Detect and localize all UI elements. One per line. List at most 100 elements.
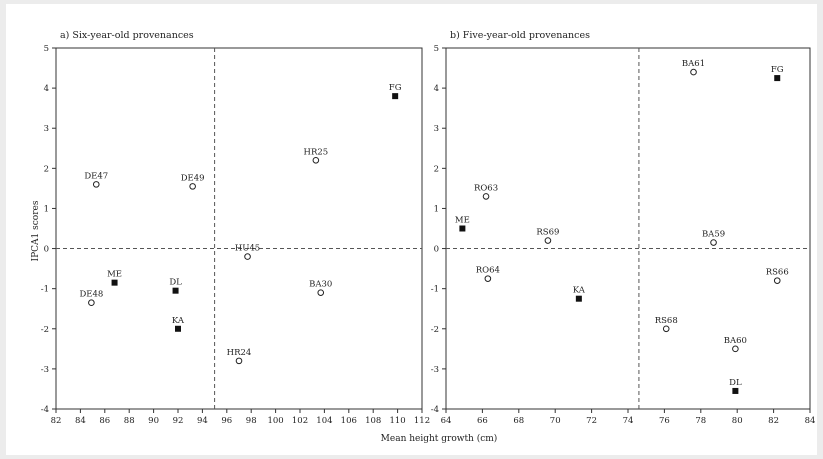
panel-b-point-label: FG bbox=[771, 65, 784, 75]
panel-b-title: b) Five-year-old provenances bbox=[450, 30, 590, 41]
panel-b-point-label: ME bbox=[455, 216, 470, 226]
panel-b-point-fg bbox=[774, 75, 781, 82]
panel-b-x-tick-label: 72 bbox=[586, 416, 597, 426]
panel-a-x-tick-label: 94 bbox=[197, 416, 208, 426]
panel-b-y-tick-label: -2 bbox=[431, 325, 439, 335]
panel-a-x-tick-label: 96 bbox=[221, 416, 232, 426]
figure-canvas: IPCA1 scores Mean height growth (cm) a) … bbox=[6, 4, 817, 455]
panel-b-point-label: RS66 bbox=[766, 268, 789, 278]
panel-a-x-tick-label: 108 bbox=[365, 416, 381, 426]
panel-b-point-ba61 bbox=[690, 68, 697, 76]
panel-a-x-tick-label: 88 bbox=[124, 416, 135, 426]
panel-a-point-label: HR24 bbox=[227, 348, 252, 358]
panel-b-x-tick-label: 74 bbox=[623, 416, 634, 426]
panel-a-x-tick-label: 100 bbox=[267, 416, 283, 426]
panel-a-x-tick-label: 92 bbox=[173, 416, 184, 426]
panel-a-point-label: FG bbox=[389, 83, 402, 93]
panel-b-y-tick-label: 0 bbox=[434, 245, 439, 255]
panel-b-point-label: BA60 bbox=[724, 336, 747, 346]
panel-a-x-tick-label: 90 bbox=[148, 416, 159, 426]
panel-b-point-ro64 bbox=[484, 275, 492, 282]
panel-b-y-tick-label: -1 bbox=[431, 285, 439, 295]
panel-b-point-rs68 bbox=[662, 325, 670, 333]
panel-b-x-tick-label: 84 bbox=[805, 416, 816, 426]
panel-a-y-tick-label: -3 bbox=[41, 365, 49, 375]
panel-b-y-tick-label: -3 bbox=[431, 365, 439, 375]
panel-a-y-tick-label: 0 bbox=[44, 245, 49, 255]
panel-a-point-ba30 bbox=[317, 289, 325, 296]
panel-a-point-me bbox=[111, 279, 118, 286]
panel-b-x-tick-label: 78 bbox=[695, 416, 706, 426]
panel-b-point-rs69 bbox=[544, 237, 552, 244]
panel-a-point-label: HU45 bbox=[235, 244, 260, 254]
panel-a-point-label: DE49 bbox=[181, 173, 205, 183]
panel-b-x-tick-label: 64 bbox=[441, 416, 452, 426]
panel-a-point-label: DL bbox=[169, 278, 182, 288]
panel-a-point-fg bbox=[392, 93, 399, 100]
panel-b-y-tick-label: 4 bbox=[434, 84, 439, 94]
panel-b-point-label: RS69 bbox=[536, 228, 559, 238]
panel-a-y-tick-label: 1 bbox=[44, 204, 49, 214]
panel-a-x-tick-label: 86 bbox=[99, 416, 110, 426]
panel-b-x-tick-label: 80 bbox=[732, 416, 743, 426]
panel-a-x-tick-label: 106 bbox=[341, 416, 357, 426]
panel-b-plot-area bbox=[445, 47, 811, 410]
panel-a-point-dl bbox=[172, 287, 179, 294]
panel-b-point-label: RO64 bbox=[476, 266, 500, 276]
panel-a-point-label: KA bbox=[172, 316, 185, 326]
panel-b-point-label: KA bbox=[573, 286, 586, 296]
panel-b-point-ba60 bbox=[732, 345, 739, 353]
panel-a-point-label: BA30 bbox=[309, 280, 332, 290]
panel-a-point-label: DE47 bbox=[84, 171, 108, 181]
panel-a-plot-area bbox=[55, 47, 423, 410]
panel-b-point-dl bbox=[732, 387, 739, 394]
panel-b-x-tick-label: 66 bbox=[477, 416, 488, 426]
panel-a-y-tick-label: 4 bbox=[44, 84, 49, 94]
panel-b-point-label: RO63 bbox=[474, 183, 498, 193]
panel-a-y-tick-label: -2 bbox=[41, 325, 49, 335]
panel-a-x-tick-label: 82 bbox=[51, 416, 62, 426]
panel-b-point-label: RS68 bbox=[655, 316, 678, 326]
panel-a-x-tick-label: 102 bbox=[292, 416, 308, 426]
panel-b-y-tick-label: 3 bbox=[434, 124, 439, 134]
panel-a-y-tick-label: -4 bbox=[41, 405, 49, 415]
panel-a-x-tick-label: 110 bbox=[389, 416, 405, 426]
panel-a-y-tick-label: 2 bbox=[44, 164, 49, 174]
panel-b-x-tick-label: 68 bbox=[513, 416, 524, 426]
panel-a-point-label: ME bbox=[107, 270, 122, 280]
panel-b-point-ka bbox=[575, 295, 582, 302]
x-axis-label: Mean height growth (cm) bbox=[381, 433, 498, 444]
panel-b-point-label: DL bbox=[729, 378, 742, 388]
panel-b-point-label: BA59 bbox=[702, 230, 725, 240]
panel-b-x-tick-label: 82 bbox=[768, 416, 779, 426]
panel-a-x-tick-label: 112 bbox=[414, 416, 430, 426]
panel-a-point-de49 bbox=[189, 183, 196, 190]
panel-b-y-tick-label: 2 bbox=[434, 164, 439, 174]
panel-b-x-tick-label: 70 bbox=[550, 416, 561, 426]
panel-a-point-label: HR25 bbox=[304, 147, 329, 157]
panel-a-point-label: DE48 bbox=[79, 290, 103, 300]
panel-a-point-hr24 bbox=[235, 357, 243, 365]
panel-a-point-de47 bbox=[92, 181, 100, 188]
panel-a-title: a) Six-year-old provenances bbox=[60, 30, 194, 41]
panel-a-x-tick-label: 98 bbox=[246, 416, 257, 426]
panel-a-y-tick-label: -1 bbox=[41, 285, 49, 295]
panel-b-point-me bbox=[459, 225, 466, 232]
panel-a-point-ka bbox=[175, 325, 181, 332]
panel-b-y-tick-label: 1 bbox=[434, 204, 439, 214]
panel-b-y-tick-label: -4 bbox=[431, 405, 439, 415]
panel-a-point-hu45 bbox=[244, 253, 251, 260]
panel-b-point-ba59 bbox=[710, 239, 717, 246]
panel-a-x-tick-label: 104 bbox=[316, 416, 332, 426]
panel-b-x-tick-label: 76 bbox=[659, 416, 670, 426]
panel-b-point-ro63 bbox=[482, 193, 490, 200]
panel-b-point-rs66 bbox=[773, 277, 781, 284]
panel-a-y-tick-label: 3 bbox=[44, 124, 49, 134]
panel-a-x-tick-label: 84 bbox=[75, 416, 86, 426]
biplot-figure: IPCA1 scores Mean height growth (cm) a) … bbox=[31, 30, 816, 444]
panel-b-y-tick-label: 5 bbox=[434, 44, 439, 54]
panel-a-point-hr25 bbox=[312, 157, 320, 164]
panel-a-point-de48 bbox=[88, 299, 95, 307]
y-axis-label: IPCA1 scores bbox=[31, 200, 41, 261]
